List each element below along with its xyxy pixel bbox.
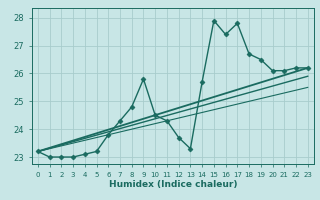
X-axis label: Humidex (Indice chaleur): Humidex (Indice chaleur) (108, 180, 237, 189)
